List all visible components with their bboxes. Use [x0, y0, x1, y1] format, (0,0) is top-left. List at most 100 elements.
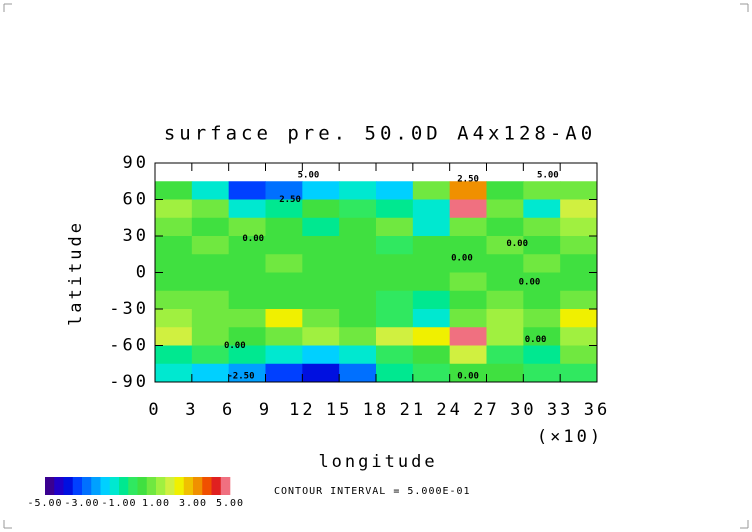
- cell: [376, 327, 414, 346]
- colorbar-tick-label: -5.00: [27, 498, 62, 509]
- cell: [191, 254, 230, 273]
- x-tick-label: 27: [473, 400, 499, 420]
- colorbar-box: [165, 477, 175, 495]
- colorbar-box: [137, 477, 148, 495]
- cell: [228, 345, 266, 365]
- cell: [523, 363, 561, 383]
- cell: [155, 236, 193, 255]
- contour-interval-note: CONTOUR INTERVAL = 5.000E-01: [274, 486, 471, 497]
- cell: [486, 363, 524, 383]
- cell: [449, 217, 487, 237]
- colorbar-tick-label: 5.00: [216, 498, 244, 509]
- cell: [302, 254, 340, 273]
- cell: [155, 217, 193, 237]
- contour-label: 5.00: [537, 171, 559, 181]
- cell: [376, 181, 414, 200]
- contour-label: 2.50: [279, 195, 301, 205]
- x-tick-label: 9: [259, 400, 272, 420]
- cell: [523, 309, 561, 328]
- colorbar-tick-label: -3.00: [64, 498, 99, 509]
- colorbar-box: [183, 477, 194, 495]
- cell: [376, 290, 414, 310]
- cell: [449, 272, 487, 292]
- colorbar-box: [63, 477, 74, 495]
- cell: [228, 199, 266, 219]
- cell: [302, 345, 340, 365]
- cell: [560, 199, 598, 219]
- colorbar-box: [174, 477, 185, 495]
- cell: [486, 217, 524, 237]
- y-tick-label: 0: [136, 263, 149, 283]
- colorbar-box: [91, 477, 101, 495]
- cell: [302, 309, 340, 328]
- cell: [228, 217, 266, 237]
- contour-label: 0.00: [457, 371, 479, 381]
- cell: [486, 199, 524, 219]
- cell: [191, 236, 230, 255]
- x-tick-label: 15: [326, 400, 352, 420]
- colorbar-tick-label: 3.00: [179, 498, 207, 509]
- cell: [412, 290, 451, 310]
- colorbar-box: [211, 477, 222, 495]
- cell: [339, 254, 377, 273]
- cell: [486, 345, 524, 365]
- contour-label: -2.50: [227, 371, 254, 381]
- colorbar-box: [146, 477, 157, 495]
- contour-label: 0.00: [242, 234, 264, 244]
- cell: [155, 254, 193, 273]
- x-tick-label: 36: [584, 400, 610, 420]
- cell: [523, 236, 561, 255]
- cell: [449, 290, 487, 310]
- cell: [191, 363, 230, 383]
- cell: [265, 217, 303, 237]
- colorbar-box: [100, 477, 111, 495]
- cell: [560, 254, 598, 273]
- y-tick-label: 60: [123, 190, 149, 210]
- cell: [265, 345, 303, 365]
- cell: [191, 272, 230, 292]
- x-axis-label: longitude: [318, 452, 437, 472]
- x-multiplier: (×10): [537, 427, 603, 447]
- cell: [265, 272, 303, 292]
- cell: [486, 327, 524, 346]
- cell: [339, 327, 377, 346]
- cell: [560, 272, 598, 292]
- cell: [376, 345, 414, 365]
- cell: [523, 327, 561, 346]
- cell: [412, 309, 451, 328]
- cell: [302, 363, 340, 383]
- cell: [412, 327, 451, 346]
- x-tick-label: 3: [185, 400, 198, 420]
- cell: [412, 181, 451, 200]
- colorbar-box: [72, 477, 83, 495]
- cell: [339, 363, 377, 383]
- cell: [339, 217, 377, 237]
- colorbar-box: [54, 477, 64, 495]
- cell: [339, 181, 377, 200]
- cell: [228, 272, 266, 292]
- cell: [265, 254, 303, 273]
- cell: [155, 327, 193, 346]
- cell: [412, 236, 451, 255]
- chart-title: surface pre. 50.0D A4x128-A0: [164, 123, 596, 145]
- cell: [191, 199, 230, 219]
- x-tick-label: 24: [436, 400, 462, 420]
- colorbar-box: [193, 477, 203, 495]
- cell: [412, 217, 451, 237]
- cell: [155, 272, 193, 292]
- cell: [191, 309, 230, 328]
- cell: [339, 290, 377, 310]
- colorbar-tick-label: 1.00: [142, 498, 170, 509]
- x-tick-label: 12: [289, 400, 315, 420]
- x-tick-label: 18: [363, 400, 389, 420]
- cell: [228, 181, 266, 200]
- cell: [339, 309, 377, 328]
- cell: [523, 290, 561, 310]
- cell: [449, 236, 487, 255]
- cell: [523, 217, 561, 237]
- cell: [523, 181, 561, 200]
- cell: [486, 272, 524, 292]
- cell: [486, 309, 524, 328]
- cell: [302, 272, 340, 292]
- cell: [560, 345, 598, 365]
